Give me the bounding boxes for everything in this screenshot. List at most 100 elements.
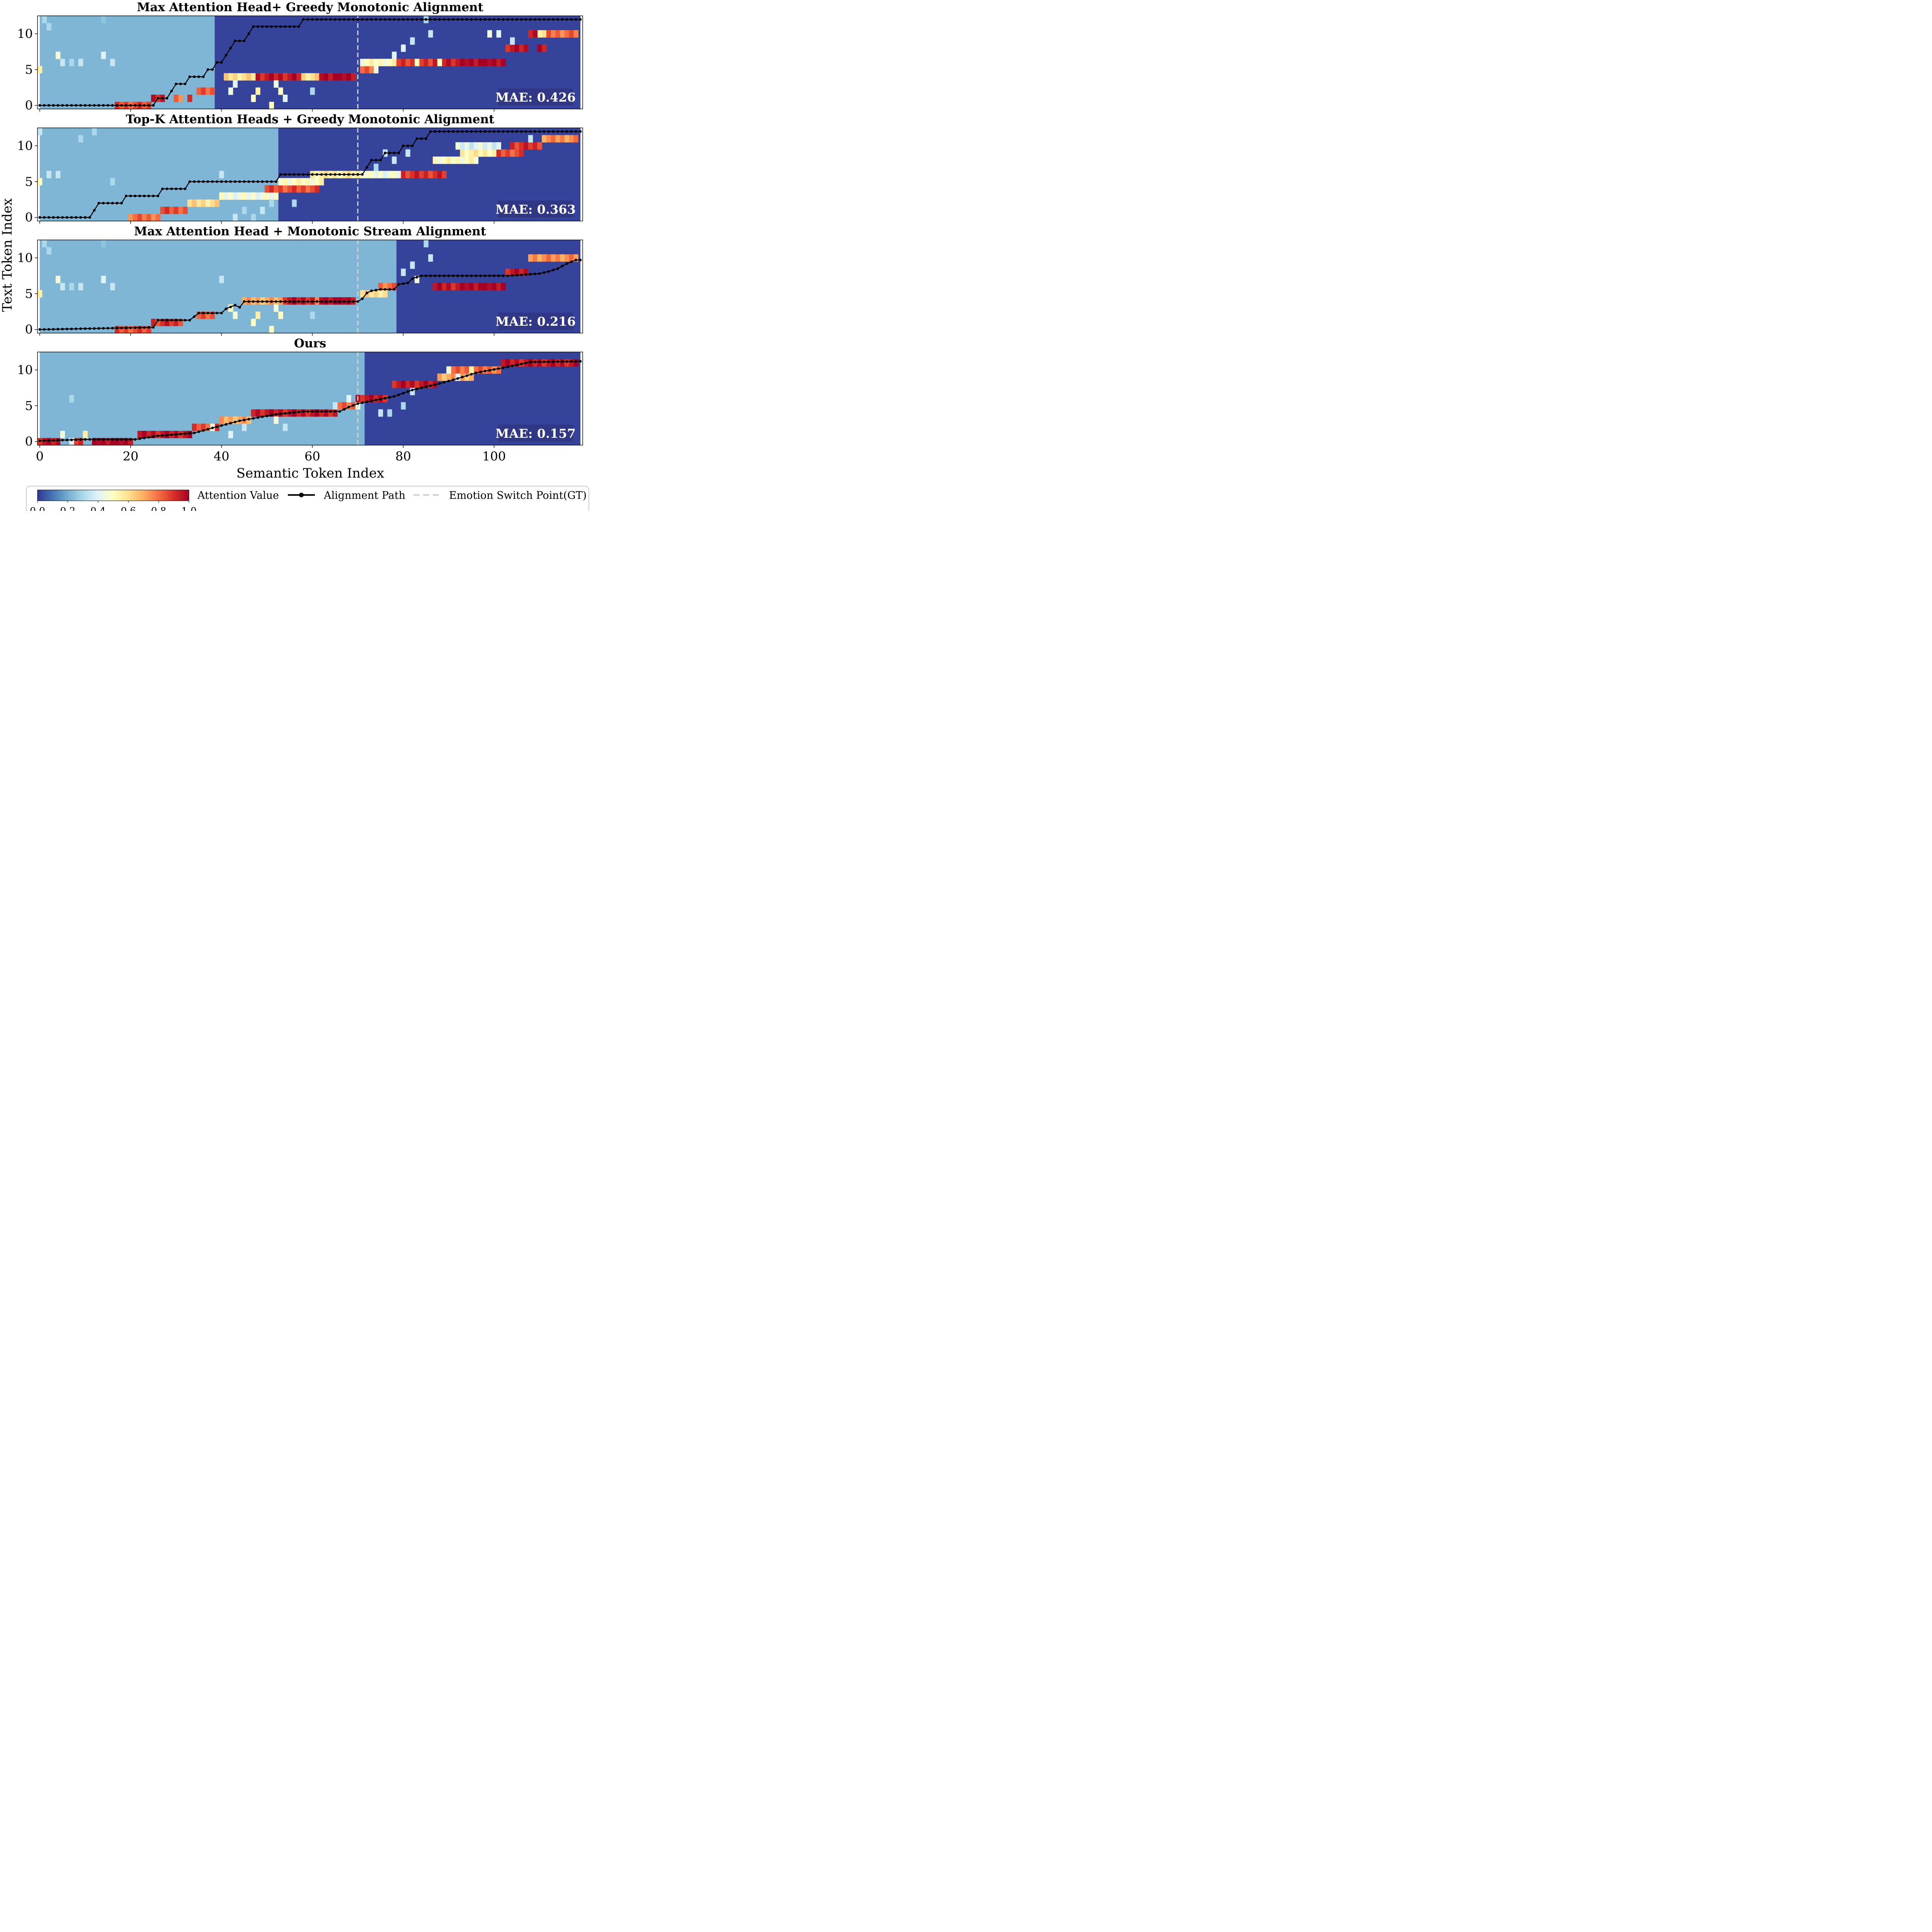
- alignment-point: [293, 173, 296, 176]
- alignment-point: [352, 300, 355, 303]
- attention-cell: [414, 381, 420, 388]
- attention-cell: [478, 142, 483, 150]
- alignment-point: [270, 180, 273, 183]
- alignment-point: [284, 300, 287, 303]
- attention-cell: [337, 402, 342, 410]
- attention-cell: [224, 73, 229, 81]
- alignment-point: [238, 419, 241, 422]
- attention-cell: [224, 416, 229, 424]
- alignment-point: [325, 18, 328, 21]
- alignment-point: [84, 438, 87, 441]
- attention-cell: [492, 59, 497, 66]
- alignment-point: [361, 401, 364, 404]
- alignment-point: [325, 410, 328, 413]
- alignment-point: [406, 281, 409, 284]
- attention-cell: [69, 395, 74, 403]
- alignment-point: [152, 104, 155, 107]
- attention-cell: [432, 59, 438, 66]
- alignment-point: [175, 187, 177, 190]
- alignment-point: [61, 439, 64, 442]
- alignment-point: [575, 18, 577, 21]
- alignment-point: [124, 194, 128, 197]
- alignment-point: [97, 104, 100, 107]
- alignment-point: [506, 18, 509, 21]
- alignment-point: [493, 368, 496, 371]
- attention-cell: [537, 142, 542, 150]
- alignment-point: [70, 216, 73, 219]
- alignment-point: [52, 328, 55, 331]
- alignment-point: [211, 180, 214, 183]
- alignment-point: [84, 104, 87, 107]
- alignment-point: [434, 130, 437, 133]
- alignment-point: [297, 410, 300, 413]
- alignment-point: [211, 311, 214, 315]
- attention-cell: [315, 178, 320, 185]
- alignment-point: [388, 151, 391, 155]
- alignment-point: [556, 267, 559, 270]
- colorbar-ticks: 0.0 0.2 0.4 0.6 0.8 1.0: [30, 501, 197, 511]
- alignment-point: [297, 300, 300, 303]
- alignment-point: [456, 130, 459, 133]
- attention-cell: [460, 156, 465, 164]
- attention-cell: [514, 142, 519, 150]
- alignment-point: [243, 180, 246, 183]
- alignment-point: [575, 360, 577, 363]
- alignment-point: [138, 326, 141, 329]
- alignment-point: [224, 54, 228, 57]
- alignment-point: [184, 82, 187, 85]
- alignment-point: [252, 300, 255, 303]
- alignment-point: [456, 377, 459, 380]
- attention-cell: [228, 87, 233, 95]
- attention-cell: [101, 16, 106, 24]
- attention-cell: [242, 73, 247, 81]
- alignment-point: [147, 436, 150, 439]
- attention-cell: [282, 185, 288, 193]
- alignment-point: [211, 427, 214, 429]
- attention-cell: [364, 171, 369, 179]
- alignment-point: [234, 304, 236, 307]
- attention-cell: [374, 171, 379, 179]
- alignment-point: [234, 420, 236, 423]
- attention-cell: [374, 59, 379, 66]
- alignment-point: [325, 173, 328, 176]
- alignment-point: [502, 18, 505, 21]
- alignment-point: [48, 439, 50, 442]
- alignment-point: [184, 319, 187, 321]
- attention-cell: [110, 283, 115, 291]
- attention-cell: [460, 142, 465, 150]
- alignment-point: [515, 274, 518, 277]
- attention-cell: [269, 73, 274, 81]
- attention-cell: [83, 430, 88, 439]
- alignment-point: [129, 104, 132, 107]
- alignment-point: [497, 274, 500, 277]
- alignment-point: [579, 130, 582, 133]
- attention-cell: [469, 366, 474, 374]
- attention-cell: [483, 149, 488, 157]
- attention-cell: [437, 373, 442, 381]
- alignment-point: [61, 104, 64, 107]
- alignment-point: [197, 180, 200, 183]
- attention-cell: [173, 206, 179, 214]
- alignment-point: [220, 180, 223, 183]
- alignment-point: [524, 273, 527, 276]
- attention-cell: [264, 409, 270, 417]
- alignment-point: [288, 173, 291, 176]
- alignment-point: [238, 180, 241, 183]
- alignment-point: [456, 274, 459, 277]
- attention-cell: [142, 214, 147, 221]
- alignment-point: [61, 328, 64, 330]
- alignment-point: [488, 274, 491, 277]
- y-tick-label: 5: [25, 62, 33, 77]
- attention-cell: [401, 269, 406, 276]
- alignment-point: [534, 361, 536, 364]
- alignment-point: [483, 18, 486, 21]
- alignment-point: [411, 277, 414, 280]
- alignment-point: [333, 18, 337, 21]
- attention-cell: [364, 66, 369, 73]
- attention-cell: [419, 381, 424, 388]
- alignment-point: [479, 274, 482, 277]
- attention-cell: [251, 94, 256, 102]
- alignment-point: [38, 216, 41, 219]
- attention-cell: [228, 416, 233, 424]
- attention-cell: [505, 359, 510, 367]
